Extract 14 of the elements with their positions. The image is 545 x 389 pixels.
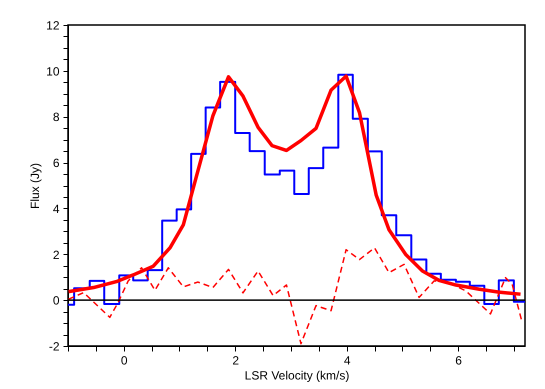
x-tick-label: 0 [120,354,128,368]
x-tick-label: 2 [232,354,240,368]
y-tick-label: 0 [52,294,60,308]
y-axis-title: Flux (Jy) [28,163,42,209]
y-tick-label: -2 [48,340,60,354]
y-tick-label: 8 [52,110,60,124]
y-tick-label: 2 [52,248,60,262]
y-tick-label: 4 [52,202,60,216]
y-tick-label: 10 [46,64,60,78]
x-axis-title: LSR Velocity (km/s) [244,368,350,382]
y-tick-label: 6 [52,156,60,170]
x-tick-label: 6 [455,354,462,368]
x-tick-label: 4 [344,354,351,368]
y-tick-label: 12 [46,18,60,32]
